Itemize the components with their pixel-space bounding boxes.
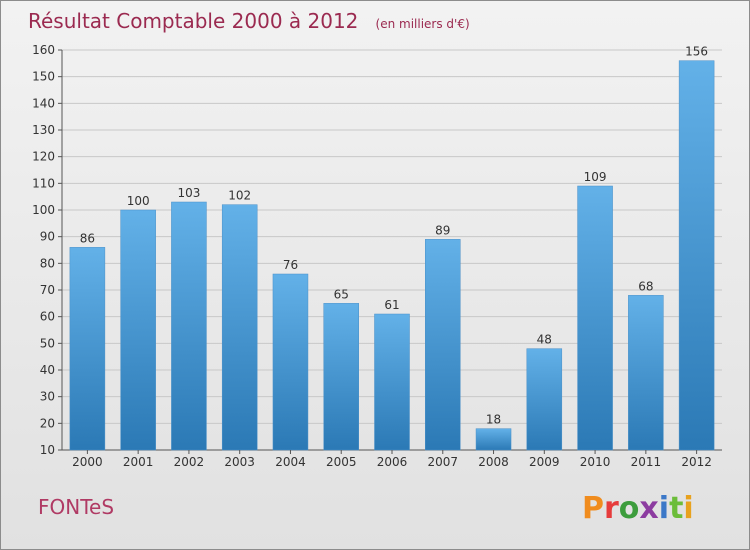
bar-2003 (221, 204, 258, 451)
commune-name: FONTeS (38, 495, 114, 519)
bar-2012 (678, 60, 715, 451)
logo-letter: r (604, 491, 619, 526)
y-tick-label: 90 (40, 230, 55, 244)
logo-letter: t (669, 491, 683, 526)
y-tick-label: 110 (32, 176, 55, 190)
y-tick-label: 30 (40, 390, 55, 404)
x-axis-ticks: 2000 2001 2002 2003 2004 2005 2006 2007 2008 2009… (72, 450, 712, 469)
data-label-2010: 109 (584, 170, 607, 184)
x-tick-label-2002: 2002 (174, 455, 205, 469)
data-label-2009: 48 (537, 333, 552, 347)
data-label-2007: 89 (435, 223, 450, 237)
data-label-2012: 156 (685, 45, 708, 59)
y-tick-label: 10 (40, 443, 55, 457)
x-tick-label-2012: 2012 (681, 455, 712, 469)
y-tick-label: 40 (40, 363, 55, 377)
x-tick-label-2001: 2001 (123, 455, 154, 469)
bar-2004 (272, 273, 309, 451)
x-tick-label-2000: 2000 (72, 455, 103, 469)
bar-2009 (526, 348, 563, 451)
x-tick-label-2008: 2008 (478, 455, 509, 469)
chart-title: Résultat Comptable 2000 à 2012 (en milli… (28, 9, 470, 33)
y-tick-label: 140 (32, 96, 55, 110)
data-label-2008: 18 (486, 413, 501, 427)
bar-2008 (475, 428, 512, 451)
x-tick-label-2010: 2010 (580, 455, 611, 469)
y-tick-label: 100 (32, 203, 55, 217)
bar-2002 (171, 201, 207, 451)
y-tick-label: 60 (40, 310, 55, 324)
y-axis-ticks: 10 20 30 40 50 60 70 80 90 100 110 120 130 140 150 160 (32, 43, 62, 457)
bar-2011 (628, 295, 664, 451)
data-label-2011: 68 (638, 279, 653, 293)
data-label-2004: 76 (283, 258, 298, 272)
data-label-2003: 102 (228, 189, 251, 203)
x-tick-label-2009: 2009 (529, 455, 560, 469)
data-label-2002: 103 (177, 186, 200, 200)
y-tick-label: 50 (40, 336, 55, 350)
y-tick-label: 120 (32, 150, 55, 164)
bar-2006 (374, 313, 410, 451)
bar-2010 (577, 185, 613, 451)
x-tick-label-2007: 2007 (427, 455, 458, 469)
y-tick-label: 150 (32, 70, 55, 84)
x-tick-label-2005: 2005 (326, 455, 357, 469)
bar-2005 (323, 303, 359, 451)
data-label-2001: 100 (127, 194, 150, 208)
x-tick-label-2011: 2011 (631, 455, 662, 469)
logo-letter: o (619, 491, 640, 526)
x-tick-label-2004: 2004 (275, 455, 306, 469)
logo-letter: x (639, 491, 658, 526)
data-label-2006: 61 (384, 298, 399, 312)
logo-letter: i (659, 491, 669, 526)
logo-letter: i (683, 491, 693, 526)
y-tick-label: 20 (40, 416, 55, 430)
y-tick-label: 130 (32, 123, 55, 137)
bars: 86 100 103 102 76 65 61 89 18 48 109 68 156 (69, 45, 715, 451)
x-tick-label-2003: 2003 (224, 455, 255, 469)
logo-letter: P (582, 491, 604, 526)
proxiti-logo: Proxiti (582, 491, 694, 526)
bar-2000 (69, 247, 106, 451)
bar-2007 (425, 239, 461, 451)
y-tick-label: 80 (40, 256, 55, 270)
y-tick-label: 160 (32, 43, 55, 57)
bar-2001 (120, 209, 156, 451)
data-label-2005: 65 (334, 287, 349, 301)
x-tick-label-2006: 2006 (377, 455, 408, 469)
y-tick-label: 70 (40, 283, 55, 297)
data-label-2000: 86 (80, 231, 95, 245)
